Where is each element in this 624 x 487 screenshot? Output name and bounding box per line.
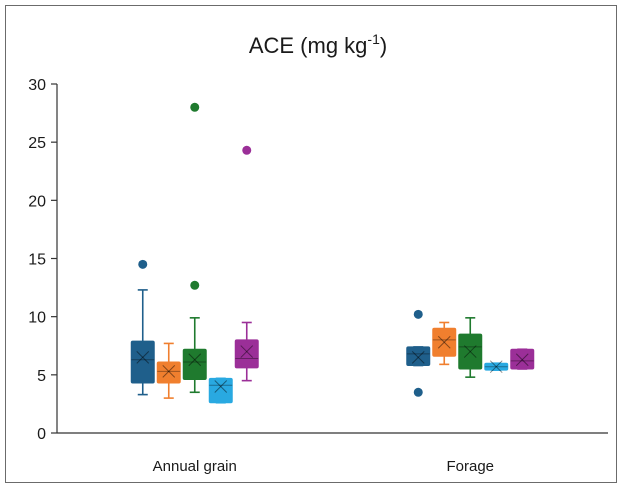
mean-marker xyxy=(136,351,150,364)
mean-marker xyxy=(463,345,477,358)
chart-title-superscript: -1 xyxy=(367,31,380,47)
mean-marker xyxy=(240,345,254,358)
box-group xyxy=(458,317,483,378)
y-tick-label: 20 xyxy=(28,193,46,210)
box-group xyxy=(156,342,181,399)
outlier-point xyxy=(242,145,252,155)
box-group xyxy=(406,309,431,397)
outlier-point xyxy=(413,387,423,397)
y-tick-label: 10 xyxy=(28,310,46,327)
box xyxy=(234,339,259,369)
box-group xyxy=(208,377,233,404)
mean-marker xyxy=(437,335,451,349)
y-tick-label: 0 xyxy=(37,426,46,443)
mean-marker xyxy=(463,345,477,358)
outlier-point xyxy=(190,102,200,112)
x-category-label: Forage xyxy=(446,458,494,475)
mean-marker xyxy=(162,364,176,378)
chart-title: ACE (mg kg-1) xyxy=(249,31,387,58)
box-group xyxy=(234,145,259,382)
box xyxy=(130,340,155,384)
chart-title-suffix: ) xyxy=(380,33,387,58)
box xyxy=(406,346,431,367)
mean-marker xyxy=(489,360,503,374)
box xyxy=(182,348,207,380)
mean-marker xyxy=(411,351,425,364)
box xyxy=(510,348,535,370)
mean-marker xyxy=(515,353,529,367)
outlier-point xyxy=(190,280,200,290)
box xyxy=(458,333,483,370)
chart-frame xyxy=(5,5,617,483)
x-category-label: Annual grain xyxy=(153,458,237,475)
mean-marker xyxy=(136,351,150,364)
y-tick-label: 25 xyxy=(28,135,46,152)
box-group xyxy=(182,102,207,394)
mean-marker xyxy=(188,353,202,367)
box xyxy=(432,327,457,357)
y-tick-label: 5 xyxy=(37,368,46,385)
box-group xyxy=(484,360,509,374)
box-group xyxy=(130,259,155,396)
mean-marker xyxy=(240,345,254,358)
plot-area xyxy=(130,102,535,404)
y-tick-label: 30 xyxy=(28,77,46,94)
y-axis: 0 5 10 15 20 25 30 xyxy=(28,77,58,443)
mean-marker xyxy=(437,335,451,349)
mean-marker xyxy=(214,380,228,393)
mean-marker xyxy=(489,360,503,374)
y-tick-label: 15 xyxy=(28,252,46,269)
chart-title-main: ACE (mg kg xyxy=(249,33,368,58)
box-group xyxy=(432,321,457,366)
outlier-point xyxy=(413,309,423,319)
outlier-point xyxy=(138,259,148,269)
box xyxy=(156,361,181,384)
mean-marker xyxy=(188,353,202,367)
x-axis: Annual grain Forage xyxy=(57,432,608,475)
box xyxy=(484,362,509,371)
box xyxy=(208,377,233,404)
mean-marker xyxy=(411,351,425,364)
mean-marker xyxy=(214,380,228,393)
mean-marker xyxy=(515,353,529,367)
mean-marker xyxy=(162,364,176,378)
box-group xyxy=(510,348,535,370)
